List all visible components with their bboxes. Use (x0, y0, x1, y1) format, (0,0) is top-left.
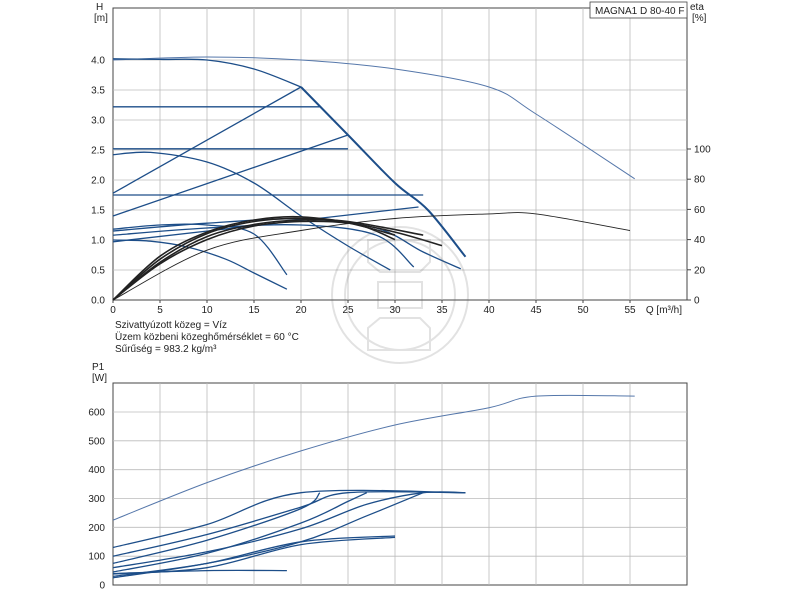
y-tick-label: 3.5 (91, 86, 105, 97)
x-axis-label: Q [m³/h] (646, 305, 682, 316)
x-tick-label: 25 (342, 305, 354, 316)
power-curve-series (112, 492, 321, 565)
outer-reference-curve (112, 56, 635, 180)
p1-tick-label: 400 (88, 465, 105, 476)
x-tick-label: 5 (157, 305, 163, 316)
x-tick-label: 15 (248, 305, 260, 316)
model-label-box (589, 1, 688, 19)
p1-tick-label: 300 (88, 494, 105, 505)
bottom-plot-frame (112, 382, 688, 586)
p1-axis-label: P1 (92, 362, 105, 373)
y-tick-label: 1.0 (91, 236, 105, 247)
x-tick-label: 45 (530, 305, 542, 316)
power-curve-series (112, 492, 368, 573)
power-curve-series (112, 490, 466, 557)
watermark-shape (377, 281, 423, 309)
p1-tick-label: 500 (88, 436, 105, 447)
watermark-shape (331, 226, 469, 364)
power-curve-series (112, 489, 466, 549)
head-curve-series (112, 134, 349, 217)
y2-axis-unit: [%] (692, 13, 707, 24)
head-curve-series (112, 223, 288, 276)
y-tick-label: 4.0 (91, 56, 105, 67)
p1-tick-label: 0 (99, 581, 105, 592)
y2-tick-label: 40 (694, 235, 706, 246)
y2-tick-label: 100 (694, 145, 711, 156)
watermark-logo (331, 226, 469, 364)
watermark-shape (367, 317, 431, 351)
efficiency-curve-series (112, 215, 396, 301)
p1-axis-unit: [W] (92, 373, 107, 384)
y2-axis-label: eta (690, 2, 704, 13)
model-label: MAGNA1 D 80-40 F (595, 6, 684, 17)
power-curve-series (112, 491, 466, 569)
head-curve-series (112, 239, 288, 290)
efficiency-curve-series (112, 220, 443, 301)
efficiency-curve-series (112, 212, 631, 301)
p1-tick-label: 600 (88, 408, 105, 419)
p1-tick-label: 200 (88, 523, 105, 534)
x-tick-label: 40 (483, 305, 495, 316)
power-curve-series (112, 394, 635, 521)
y2-tick-label: 60 (694, 205, 706, 216)
head-curve-series (112, 224, 415, 268)
y-axis-unit: [m] (94, 13, 108, 24)
p1-tick-label: 100 (88, 552, 105, 563)
fluid-note: Sűrűség = 983.2 kg/m³ (115, 344, 217, 355)
x-tick-label: 10 (201, 305, 213, 316)
watermark-shape (344, 239, 456, 351)
head-curve-series (112, 86, 302, 194)
y-tick-label: 2.0 (91, 176, 105, 187)
x-tick-label: 30 (389, 305, 401, 316)
head-curve-series (112, 58, 302, 88)
x-tick-label: 55 (624, 305, 636, 316)
y-tick-label: 3.0 (91, 116, 105, 127)
y2-tick-label: 0 (694, 296, 700, 307)
fluid-note: Szivattyúzott közeg = Víz (115, 320, 227, 331)
y-tick-label: 2.5 (91, 146, 105, 157)
x-tick-label: 35 (436, 305, 448, 316)
y-axis-label: H (96, 2, 103, 13)
x-tick-label: 50 (577, 305, 589, 316)
y-tick-label: 1.5 (91, 206, 105, 217)
y2-tick-label: 80 (694, 175, 706, 186)
x-tick-label: 0 (110, 305, 116, 316)
top-plot-frame (112, 7, 688, 301)
head-curve-series (112, 151, 391, 271)
fluid-note: Üzem közbeni közeghőmérséklet = 60 °C (115, 331, 299, 343)
power-curve-series (112, 569, 287, 575)
y2-tick-label: 20 (694, 265, 706, 276)
efficiency-curve-series (112, 218, 424, 301)
x-tick-label: 20 (295, 305, 307, 316)
y-tick-label: 0.5 (91, 266, 105, 277)
watermark-shape (367, 239, 431, 273)
head-curve-series (300, 86, 467, 258)
y-tick-label: 0.0 (91, 296, 105, 307)
